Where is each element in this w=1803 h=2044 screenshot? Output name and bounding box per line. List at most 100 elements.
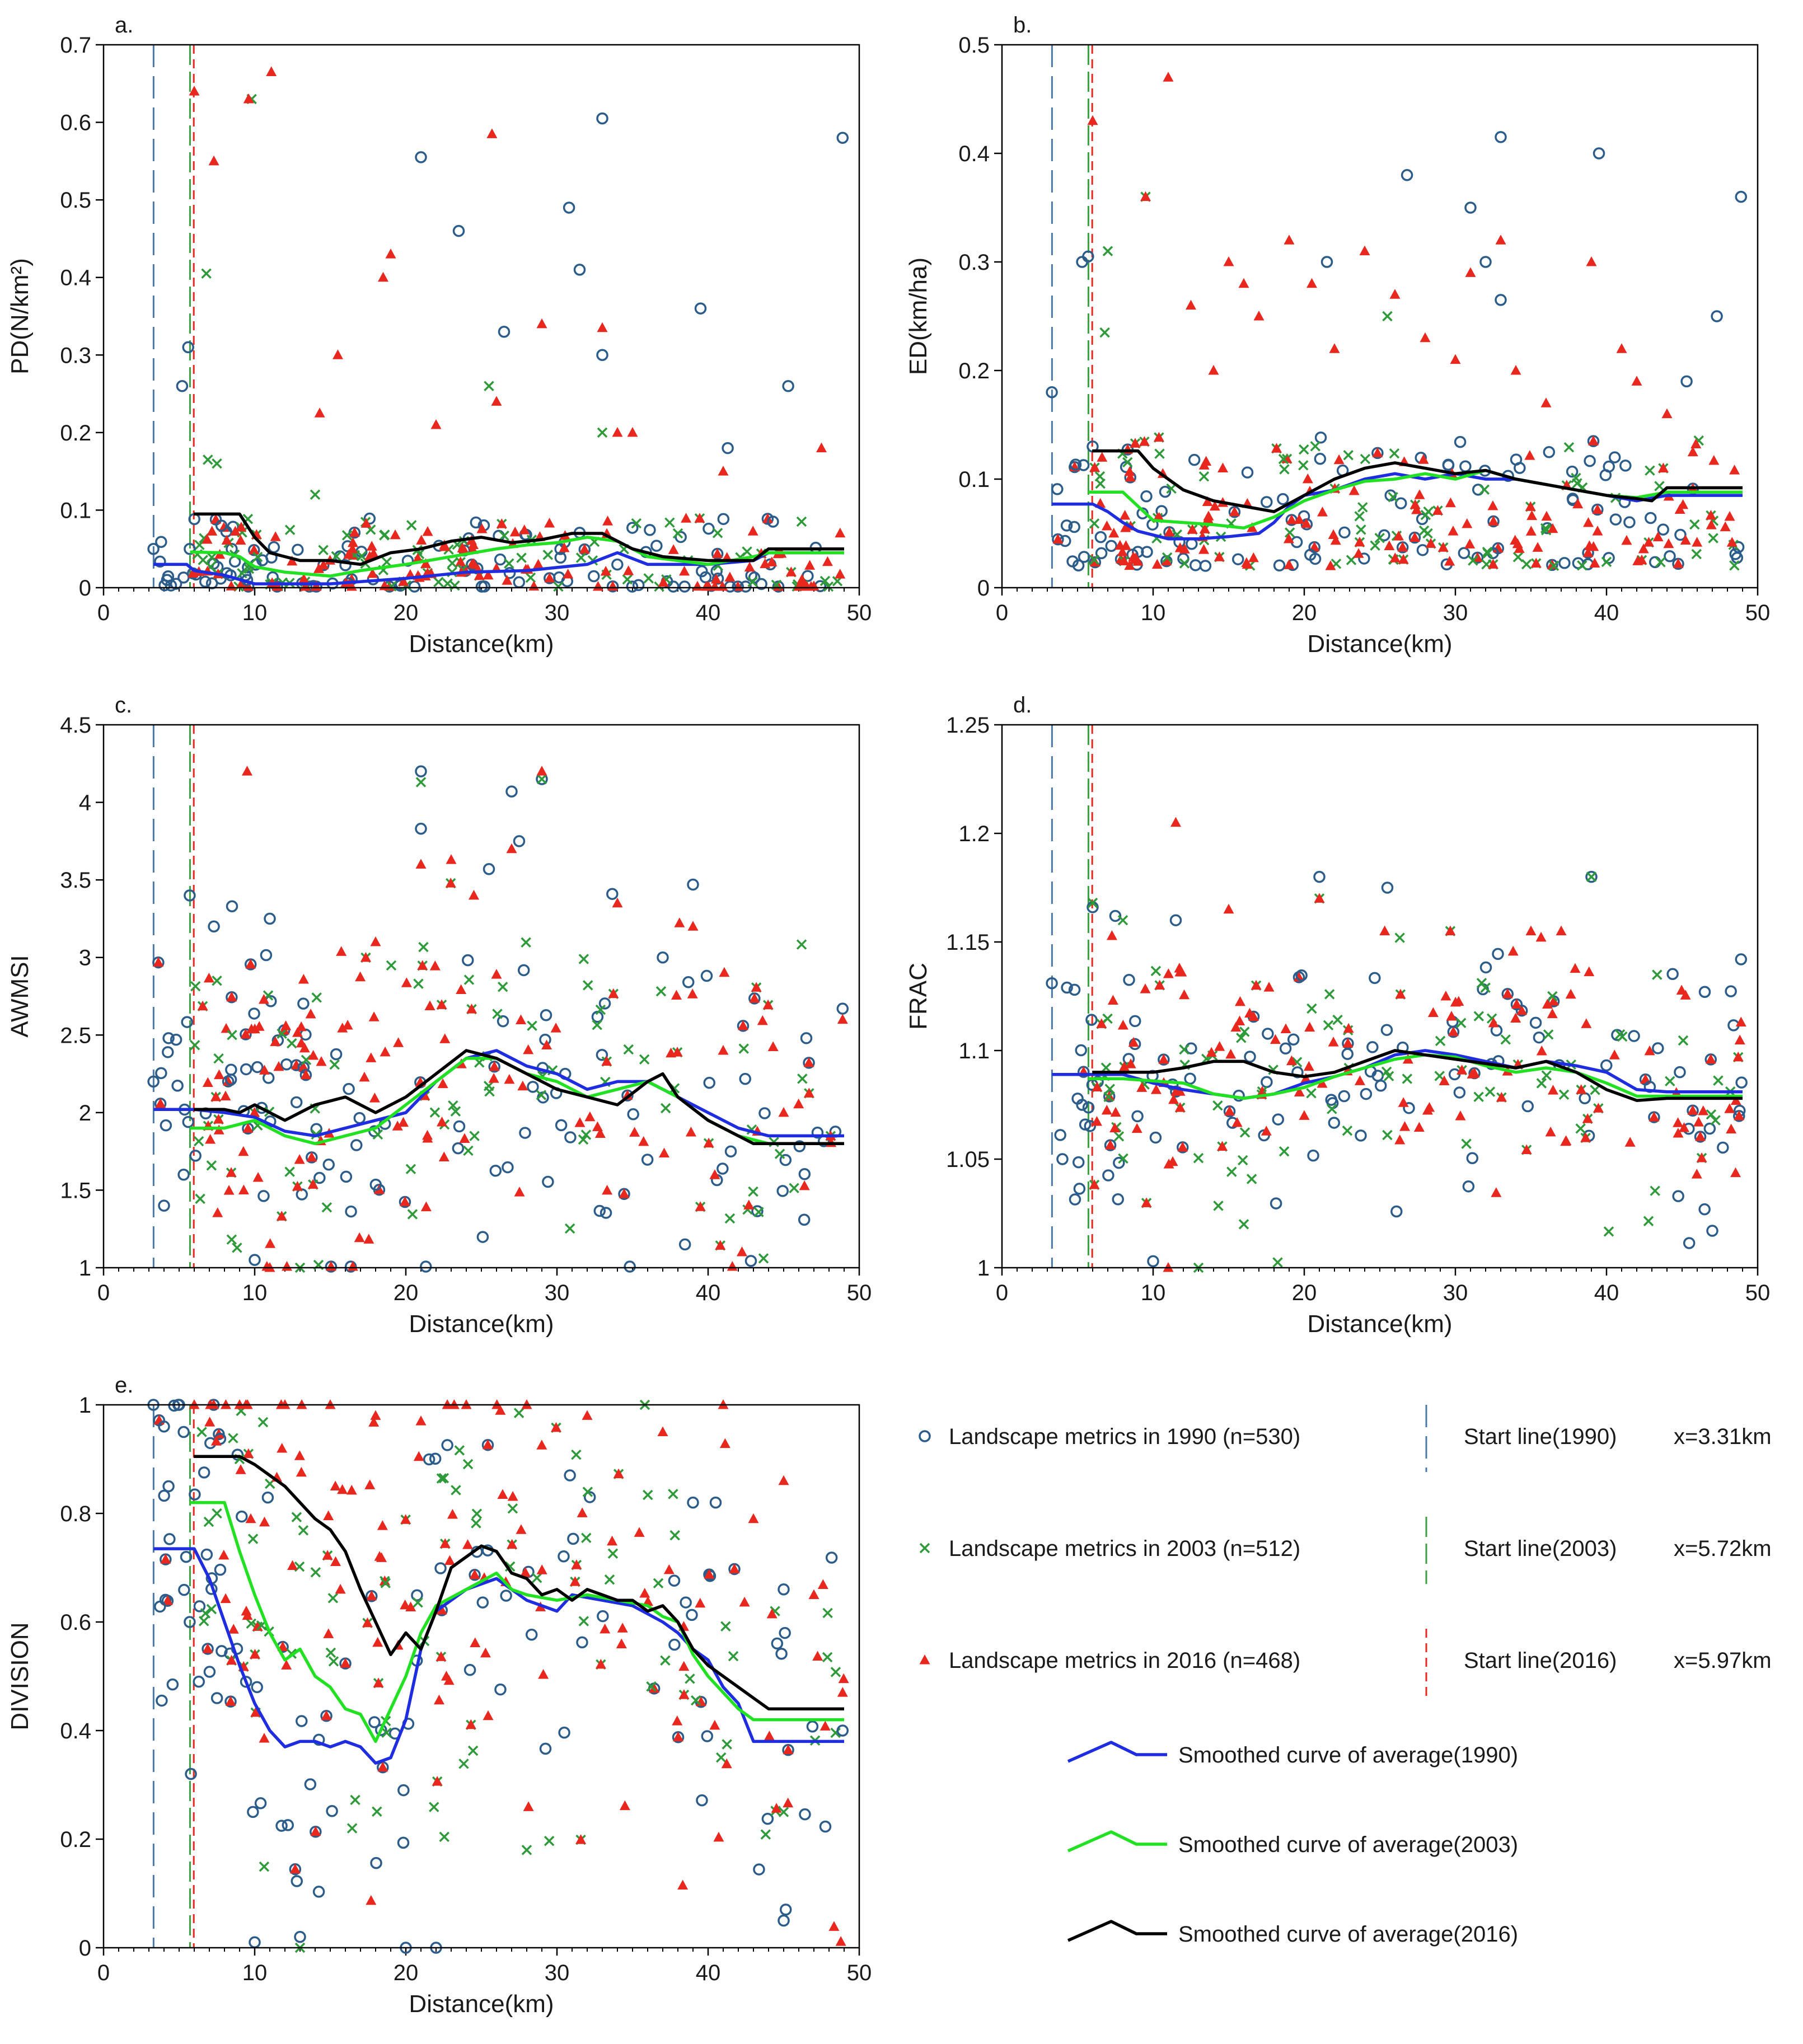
cloud-point-2016 [1734, 1110, 1745, 1121]
cloud-point-2003 [1601, 556, 1612, 568]
y-tick-label: 1.15 [946, 930, 990, 955]
cloud-point-2016 [417, 960, 428, 970]
cloud-point-1990 [290, 1096, 303, 1109]
cloud-point-2016 [296, 1021, 307, 1032]
cloud-point-2016 [563, 569, 574, 579]
cloud-point-2016 [377, 1761, 388, 1772]
y-tick-label: 1.1 [958, 1039, 990, 1063]
cloud-point-2016 [519, 524, 530, 535]
cloud-point-1990 [1085, 1014, 1098, 1026]
cloud-point-2016 [600, 566, 611, 576]
cloud-point-2016 [1695, 1131, 1706, 1141]
cloud-point-2003 [1521, 559, 1532, 570]
data-point-1990 [158, 1199, 170, 1212]
cloud-point-1990 [540, 1009, 552, 1021]
cloud-point-2016 [1294, 514, 1305, 524]
cloud-point-1990 [312, 1886, 325, 1898]
cloud-point-1990 [703, 1076, 715, 1089]
cloud-point-1990 [525, 1628, 538, 1641]
cloud-point-2016 [483, 1710, 494, 1720]
cloud-point-2016 [299, 1042, 310, 1053]
cloud-point-2016 [1217, 462, 1229, 472]
cloud-point-2016 [398, 576, 409, 586]
cloud-point-2003 [287, 1038, 297, 1049]
cloud-point-2016 [571, 1559, 582, 1569]
cloud-point-2016 [668, 544, 679, 554]
cloud-point-2003 [1279, 1146, 1290, 1157]
cloud-point-2003 [1422, 528, 1433, 539]
cloud-point-2016 [672, 1715, 683, 1726]
cloud-point-1990 [198, 1466, 210, 1479]
cloud-point-2016 [1174, 542, 1186, 552]
cloud-point-2003 [1327, 1104, 1337, 1114]
cloud-point-2003 [1603, 1226, 1614, 1237]
cloud-point-2003 [830, 1667, 841, 1677]
cloud-point-2003 [1246, 1174, 1257, 1184]
cloud-point-2003 [823, 581, 834, 592]
cloud-point-2016 [747, 526, 758, 536]
cloud-point-2016 [1467, 1068, 1478, 1079]
data-point-1990 [657, 951, 669, 964]
cloud-point-2016 [398, 1117, 409, 1127]
cloud-point-2016 [360, 518, 372, 528]
cloud-point-1990 [441, 1439, 453, 1451]
data-point-2016 [837, 1014, 848, 1024]
cloud-point-1990 [583, 1491, 596, 1503]
cloud-point-1990 [1645, 512, 1657, 524]
cloud-point-1990 [261, 1491, 274, 1504]
data-point-1990 [184, 889, 196, 902]
cloud-point-1990 [1155, 505, 1168, 517]
cloud-point-2003 [372, 1806, 382, 1817]
data-point-1990 [694, 302, 707, 315]
cloud-point-2016 [420, 558, 432, 568]
cloud-point-2016 [1624, 1137, 1636, 1147]
cloud-point-2003 [712, 528, 723, 538]
cloud-point-1990 [798, 1168, 811, 1180]
cloud-point-1990 [313, 1171, 326, 1184]
cloud-point-2003 [595, 1004, 606, 1015]
cloud-point-2003 [1473, 1091, 1484, 1102]
cloud-point-1990 [682, 976, 695, 988]
x-tick-label: 10 [242, 1281, 268, 1305]
data-point-2016 [332, 349, 343, 359]
cloud-point-2016 [724, 571, 736, 582]
cloud-point-1990 [1112, 1193, 1125, 1206]
cloud-point-2003 [753, 1207, 764, 1217]
y-axis-title: PD(N/km²) [6, 258, 34, 374]
cloud-point-2016 [1354, 536, 1365, 547]
data-point-1990 [1495, 294, 1507, 306]
cloud-point-1990 [799, 1808, 811, 1821]
cloud-point-2016 [336, 946, 347, 956]
data-point-2003 [484, 381, 494, 391]
data-point-1990 [1479, 256, 1492, 268]
cloud-point-2016 [1530, 557, 1542, 568]
cloud-point-1990 [363, 512, 376, 525]
y-tick-label: 4.5 [60, 713, 91, 738]
cloud-point-2003 [1547, 991, 1558, 1002]
cloud-point-2003 [748, 1186, 758, 1197]
cloud-point-2016 [433, 1694, 444, 1705]
cloud-point-2003 [1563, 442, 1575, 453]
cloud-point-2003 [1299, 444, 1309, 455]
cloud-point-2003 [661, 1103, 671, 1114]
cloud-point-1990 [554, 551, 567, 564]
cloud-point-2003 [381, 1727, 392, 1738]
data-point-1990 [596, 112, 608, 125]
cloud-point-2016 [695, 1201, 706, 1211]
cloud-point-2016 [1106, 930, 1117, 940]
smoothed-curve-2016 [1092, 1049, 1743, 1102]
cloud-point-2016 [1398, 1097, 1409, 1107]
cloud-point-1990 [811, 1126, 824, 1139]
legend-curve-label: Smoothed curve of average(2016) [1178, 1922, 1518, 1947]
cloud-point-2016 [1317, 507, 1328, 517]
cloud-point-2003 [664, 517, 675, 528]
cloud-point-1990 [370, 1857, 382, 1869]
cloud-point-2016 [658, 1147, 669, 1157]
data-point-1990 [782, 379, 794, 392]
cloud-point-2003 [1100, 1062, 1112, 1073]
data-point-2003 [521, 1845, 532, 1855]
cloud-point-2016 [1393, 531, 1404, 541]
cloud-point-2016 [205, 1134, 216, 1144]
cloud-point-1990 [779, 1154, 792, 1166]
cloud-point-1990 [558, 1550, 570, 1563]
